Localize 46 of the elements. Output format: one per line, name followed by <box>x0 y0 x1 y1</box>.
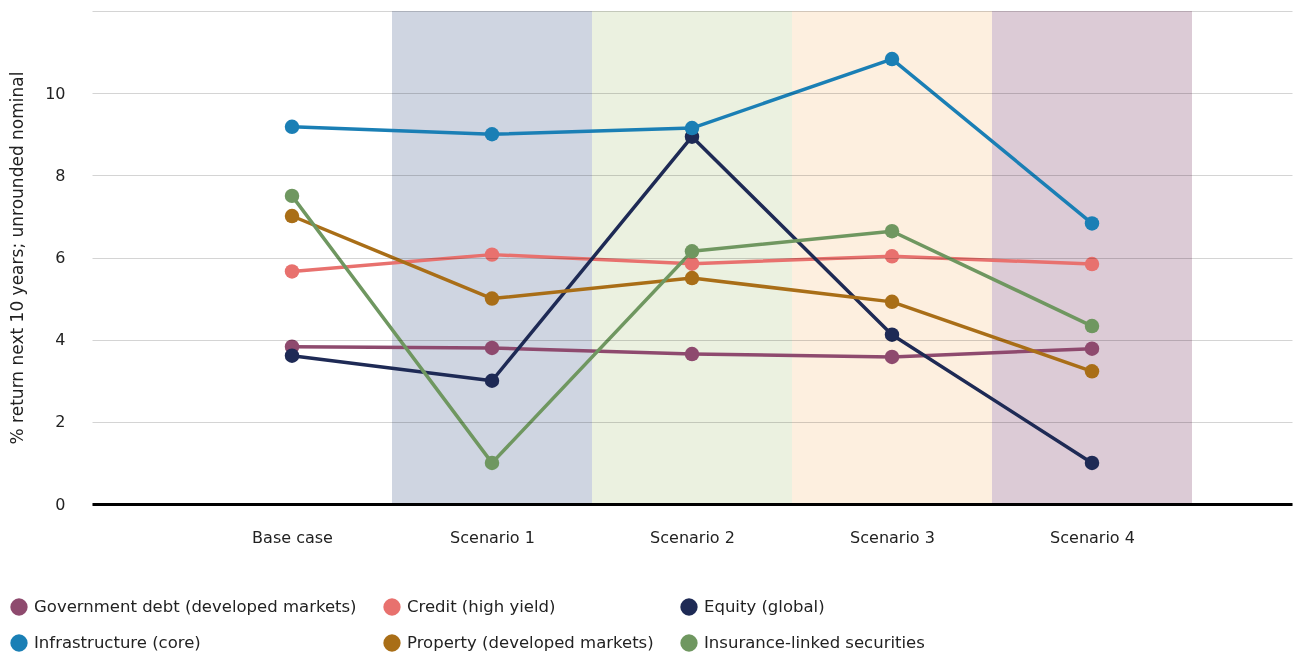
point <box>484 373 500 388</box>
point <box>1084 341 1100 356</box>
legend-label: Property (developed markets) <box>407 633 654 652</box>
x-tick-label: Scenario 1 <box>450 527 535 547</box>
point <box>684 244 700 259</box>
x-tick-label: Scenario 2 <box>650 527 735 547</box>
legend-label: Government debt (developed markets) <box>34 597 357 616</box>
y-tick-label: 6 <box>55 248 66 267</box>
point <box>284 188 300 204</box>
point <box>884 249 900 264</box>
point <box>684 346 700 362</box>
y-tick-label: 8 <box>55 165 66 185</box>
x-tick-label: Scenario 4 <box>1050 527 1135 547</box>
legend-label: Credit (high yield) <box>407 597 556 616</box>
point <box>484 291 500 306</box>
point <box>484 127 500 142</box>
y-tick-label: 4 <box>55 330 66 350</box>
point <box>484 247 500 262</box>
x-tick-label: Scenario 3 <box>850 527 935 547</box>
point <box>1084 318 1100 334</box>
point <box>884 51 900 67</box>
x-tick-label: Base case <box>252 527 333 547</box>
point <box>284 119 300 135</box>
point <box>684 270 700 286</box>
point <box>1084 256 1100 272</box>
point <box>484 455 500 471</box>
point <box>284 348 300 363</box>
point <box>1084 455 1100 471</box>
point <box>1084 364 1100 379</box>
point <box>284 208 300 224</box>
point <box>884 294 900 310</box>
legend-label: Equity (global) <box>704 597 825 616</box>
legend-label: Insurance-linked securities <box>704 633 925 652</box>
point <box>884 223 900 239</box>
legend-label: Infrastructure (core) <box>34 633 201 652</box>
y-axis-title: % return next 10 years; unrounded nominal <box>7 71 28 445</box>
point <box>884 327 900 342</box>
point <box>484 340 500 356</box>
y-tick-label: 0 <box>55 494 66 514</box>
point <box>684 256 700 271</box>
y-tick-label: 2 <box>55 412 66 432</box>
point <box>1084 216 1100 231</box>
point <box>684 120 700 136</box>
y-tick-label: 10 <box>45 83 66 103</box>
point <box>284 264 300 279</box>
point <box>884 349 900 365</box>
